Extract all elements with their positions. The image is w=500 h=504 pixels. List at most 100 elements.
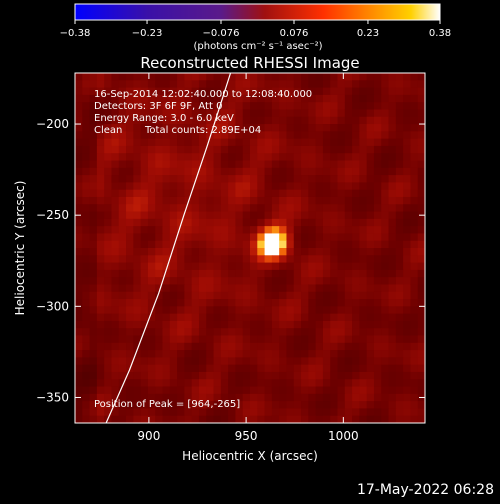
- heatmap-cell: [198, 167, 207, 176]
- heatmap-cell: [403, 145, 411, 154]
- heatmap-cell: [271, 182, 280, 191]
- heatmap-cell: [213, 94, 222, 103]
- heatmap-cell: [220, 350, 229, 358]
- heatmap-cell: [250, 189, 258, 198]
- heatmap-cell: [242, 204, 251, 212]
- heatmap-cell: [271, 80, 280, 88]
- heatmap-cell: [264, 401, 273, 409]
- heatmap-cell: [293, 218, 302, 227]
- heatmap-cell: [155, 233, 163, 242]
- heatmap-cell: [381, 167, 389, 176]
- heatmap-cell: [293, 102, 302, 110]
- heatmap-cell: [308, 240, 317, 249]
- heatmap-cell: [82, 291, 90, 300]
- heatmap-cell: [155, 350, 163, 358]
- heatmap-cell: [147, 138, 156, 147]
- heatmap-cell: [235, 87, 244, 96]
- heatmap-cell: [315, 102, 324, 110]
- heatmap-cell: [366, 80, 375, 88]
- heatmap-cell: [228, 335, 236, 344]
- heatmap-cell: [111, 189, 120, 198]
- heatmap-cell: [198, 299, 207, 307]
- heatmap-cell: [118, 102, 127, 110]
- heatmap-cell: [293, 371, 302, 380]
- heatmap-cell: [198, 109, 207, 118]
- heatmap-cell: [169, 320, 178, 329]
- heatmap-cell: [242, 109, 251, 118]
- heatmap-cell: [96, 408, 105, 417]
- heatmap-cell: [220, 357, 229, 366]
- heatmap-cell: [301, 342, 309, 351]
- heatmap-cell: [96, 357, 105, 366]
- heatmap-cell: [140, 371, 149, 380]
- heatmap-cell: [308, 175, 317, 183]
- heatmap-cell: [242, 350, 251, 358]
- heatmap-cell: [301, 167, 309, 176]
- heatmap-cell: [271, 102, 280, 110]
- heatmap-cell: [213, 218, 222, 227]
- heatmap-cell: [140, 320, 149, 329]
- heatmap-cell: [75, 313, 83, 322]
- heatmap-cell: [373, 240, 382, 249]
- heatmap-cell: [257, 255, 265, 263]
- heatmap-cell: [198, 401, 207, 409]
- heatmap-cell: [403, 153, 411, 161]
- heatmap-cell: [279, 211, 287, 220]
- heatmap-cell: [373, 175, 382, 183]
- heatmap-cell: [359, 379, 368, 387]
- heatmap-cell: [308, 328, 317, 336]
- heatmap-cell: [213, 196, 222, 205]
- heatmap-cell: [140, 94, 149, 103]
- heatmap-cell: [198, 204, 207, 212]
- heatmap-cell: [206, 226, 214, 234]
- heatmap-cell: [242, 153, 251, 161]
- heatmap-cell: [410, 350, 419, 358]
- heatmap-cell: [330, 160, 338, 169]
- heatmap-cell: [147, 175, 156, 183]
- heatmap-cell: [155, 73, 163, 81]
- heatmap-cell: [337, 342, 346, 351]
- heatmap-cell: [184, 80, 193, 88]
- heatmap-cell: [228, 320, 236, 329]
- heatmap-cell: [242, 189, 251, 198]
- heatmap-cell: [352, 73, 360, 81]
- heatmap-cell: [111, 226, 120, 234]
- heatmap-cell: [118, 320, 127, 329]
- heatmap-cell: [206, 320, 214, 329]
- heatmap-cell: [198, 131, 207, 140]
- heatmap-cell: [184, 371, 193, 380]
- heatmap-cell: [410, 313, 419, 322]
- heatmap-cell: [96, 299, 105, 307]
- heatmap-cell: [184, 131, 193, 140]
- heatmap-cell: [206, 248, 214, 256]
- heatmap-cell: [366, 204, 375, 212]
- heatmap-cell: [330, 342, 338, 351]
- heatmap-cell: [279, 255, 287, 263]
- heatmap-cell: [118, 342, 127, 351]
- heatmap-cell: [257, 196, 265, 205]
- heatmap-cell: [410, 175, 419, 183]
- heatmap-cell: [403, 138, 411, 147]
- heatmap-cell: [403, 364, 411, 373]
- heatmap-cell: [250, 284, 258, 293]
- heatmap-cell: [169, 80, 178, 88]
- heatmap-cell: [147, 299, 156, 307]
- heatmap-cell: [89, 291, 98, 300]
- heatmap-cell: [75, 240, 83, 249]
- heatmap-cell: [184, 153, 193, 161]
- heatmap-cell: [133, 371, 142, 380]
- heatmap-cell: [410, 299, 419, 307]
- heatmap-cell: [330, 94, 338, 103]
- heatmap-cell: [322, 393, 331, 402]
- heatmap-cell: [417, 160, 425, 169]
- heatmap-cell: [257, 313, 265, 322]
- heatmap-cell: [403, 211, 411, 220]
- heatmap-cell: [235, 116, 244, 125]
- heatmap-cell: [228, 211, 236, 220]
- heatmap-cell: [293, 145, 302, 154]
- heatmap-cell: [162, 233, 171, 242]
- heatmap-cell: [147, 87, 156, 96]
- heatmap-cell: [286, 218, 295, 227]
- heatmap-cell: [111, 94, 120, 103]
- heatmap-cell: [228, 94, 236, 103]
